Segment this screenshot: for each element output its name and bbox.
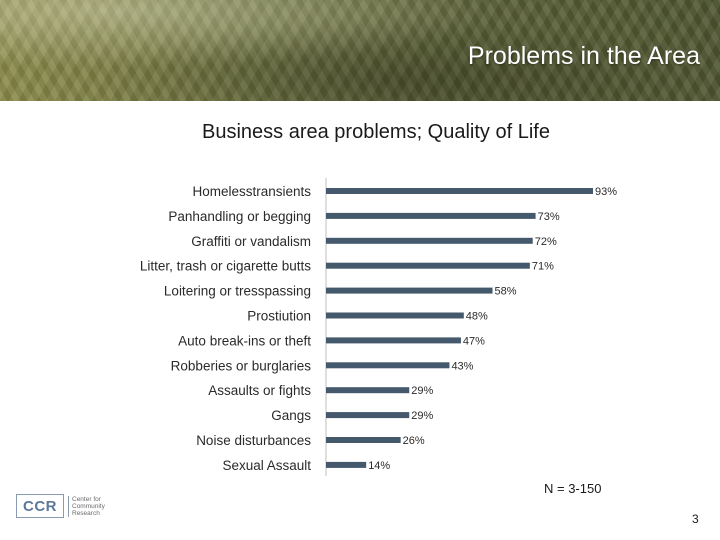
ccr-logo: CCR Center for Community Research <box>16 494 105 518</box>
value-label: 43% <box>451 360 473 372</box>
bar <box>326 312 464 319</box>
value-label: 26% <box>403 435 425 447</box>
category-label: Loitering or tresspassing <box>164 284 311 299</box>
category-label: Litter, trash or cigarette butts <box>140 259 311 274</box>
value-label: 14% <box>368 460 390 472</box>
logo-text: Center for Community Research <box>68 495 105 517</box>
category-label: Panhandling or begging <box>168 209 311 224</box>
category-label: Gangs <box>271 408 311 423</box>
value-label: 29% <box>411 385 433 397</box>
bar <box>326 188 593 194</box>
logo-abbr: CCR <box>16 494 64 518</box>
value-label: 48% <box>466 311 488 323</box>
bar <box>326 212 536 219</box>
bar <box>326 412 410 419</box>
category-label: Auto break-ins or theft <box>178 333 311 348</box>
chart-title: Business area problems; Quality of Life <box>202 121 550 143</box>
value-label: 73% <box>538 211 560 223</box>
category-label: Homelesstransients <box>192 184 311 199</box>
category-label: Prostiution <box>247 309 311 324</box>
slide-title: Problems in the Area <box>467 42 700 70</box>
bar <box>326 387 410 394</box>
sample-size-label: N = 3-150 <box>544 481 602 496</box>
value-label: 58% <box>495 286 517 298</box>
header-banner: Problems in the Area <box>0 0 720 101</box>
bar <box>326 362 450 369</box>
bar <box>326 461 367 468</box>
bar <box>326 237 533 244</box>
category-label: Noise disturbances <box>196 433 311 448</box>
page-number: 3 <box>692 512 699 526</box>
category-label: Assaults or fights <box>208 383 311 398</box>
bar <box>326 337 461 344</box>
value-label: 71% <box>532 261 554 273</box>
category-label: Robberies or burglaries <box>171 358 312 373</box>
logo-line: Community <box>72 502 105 510</box>
category-label: Sexual Assault <box>222 458 311 473</box>
value-label: 72% <box>535 236 557 248</box>
category-label: Graffiti or vandalism <box>191 234 311 249</box>
bar <box>326 437 401 443</box>
logo-line: Research <box>72 509 100 517</box>
value-label: 93% <box>595 186 617 198</box>
value-label: 29% <box>411 410 433 422</box>
bar <box>326 262 530 269</box>
value-label: 47% <box>463 335 485 347</box>
logo-line: Center for <box>72 495 101 503</box>
bar <box>326 287 493 294</box>
